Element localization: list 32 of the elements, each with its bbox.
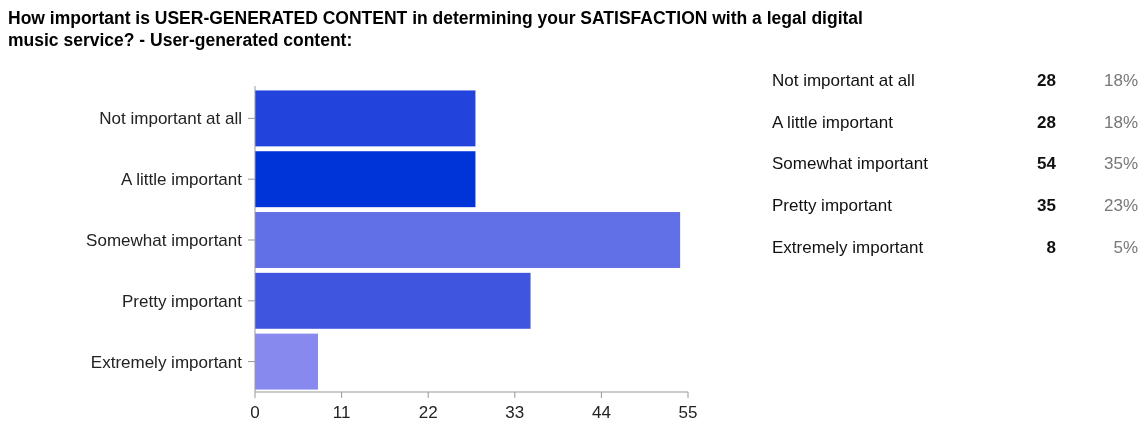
text: Not important at all (772, 70, 915, 90)
x-tick-label: 11 (332, 403, 351, 422)
text: Somewhat important (772, 154, 929, 174)
y-tick-label: Somewhat important (86, 230, 243, 250)
text: 54 (1037, 154, 1057, 174)
text: 23% (1103, 196, 1138, 216)
text: 18% (1103, 70, 1138, 90)
x-tick-label: 44 (591, 403, 611, 422)
bar (255, 90, 476, 147)
bar (255, 212, 681, 268)
chart-title: How important is USER-GENERATED CONTENT in determining your SATISFACTION with a legal digital music service? - User-generated content: (8, 8, 863, 50)
text: A little important (772, 112, 894, 132)
text: 28 (1037, 112, 1056, 132)
bar (255, 272, 531, 329)
x-tick-label: 22 (418, 403, 438, 422)
text: 28 (1037, 70, 1056, 90)
text: 35 (1037, 196, 1056, 216)
x-tick-label: 55 (678, 403, 698, 422)
bar (255, 151, 476, 208)
y-tick-label: A little important (121, 170, 243, 190)
bar (255, 333, 318, 390)
x-tick-label: 33 (505, 403, 525, 422)
text: 18% (1103, 112, 1138, 132)
text: Pretty important (772, 196, 893, 216)
y-tick-label: Not important at all (99, 109, 242, 129)
text: 8 (1046, 237, 1056, 257)
text: 5% (1113, 237, 1138, 257)
y-tick-label: Extremely important (90, 352, 243, 372)
text: Extremely important (772, 237, 924, 257)
text: 35% (1103, 154, 1138, 174)
y-tick-label: Pretty important (122, 291, 243, 311)
x-tick-label: 0 (250, 403, 260, 422)
